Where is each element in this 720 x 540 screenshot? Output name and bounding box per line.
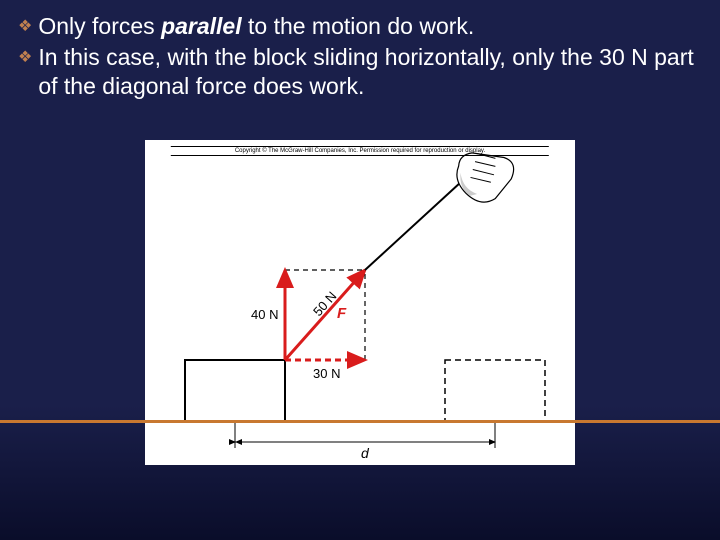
bullet-1-text: Only forces parallel to the motion do wo… <box>38 12 474 41</box>
bullet-1: ❖ Only forces parallel to the motion do … <box>18 12 702 41</box>
bullet-2-pre: In this case, with the block sliding hor… <box>38 44 693 99</box>
bullet-1-pre: Only forces <box>38 13 161 39</box>
bullet-2: ❖ In this case, with the block sliding h… <box>18 43 702 101</box>
bullet-2-text: In this case, with the block sliding hor… <box>38 43 702 101</box>
diagram-svg: 40 N50 NF30 Nd <box>145 140 575 465</box>
copyright-text: Copyright © The McGraw-Hill Companies, I… <box>171 146 549 156</box>
diamond-bullet-icon: ❖ <box>18 47 32 67</box>
diamond-bullet-icon: ❖ <box>18 16 32 36</box>
bullet-1-em: parallel <box>161 13 242 39</box>
accent-line <box>0 420 720 423</box>
physics-diagram: Copyright © The McGraw-Hill Companies, I… <box>145 140 575 465</box>
bullet-1-post: to the motion do work. <box>242 13 475 39</box>
svg-text:40 N: 40 N <box>251 307 278 322</box>
svg-text:F: F <box>337 305 347 322</box>
svg-text:d: d <box>361 445 370 461</box>
svg-text:30 N: 30 N <box>313 366 340 381</box>
